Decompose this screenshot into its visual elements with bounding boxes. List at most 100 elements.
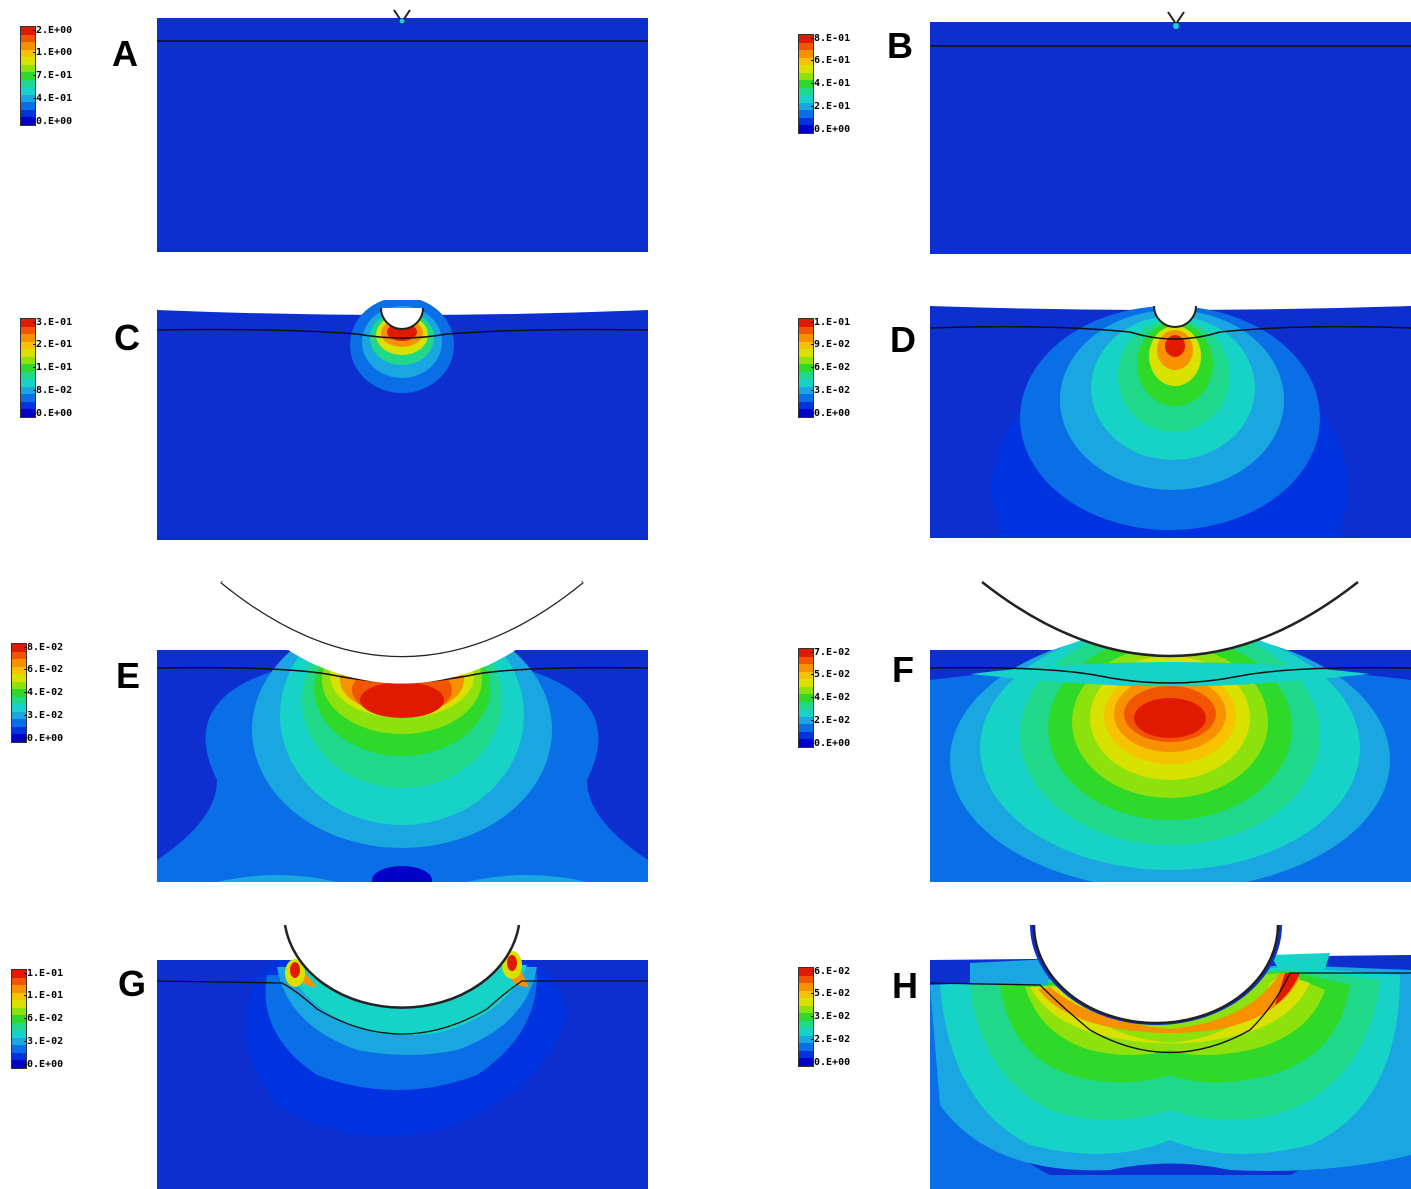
legend-color-band [21,409,35,417]
legend-color-band [12,681,26,690]
legend-color-band [21,72,35,80]
legend-color-band [12,1045,26,1053]
legend-color-band [799,998,813,1006]
panel-label-d: D [890,319,916,360]
legend-color-band [799,1028,813,1036]
panel-label-a: A [112,33,138,74]
legend-h: 6.E-02 5.E-02 3.E-02 2.E-02 0.E+00 [798,967,878,1068]
legend-color-band [799,42,813,51]
legend-tick: 4.E-02 [810,692,851,703]
legend-tick: 7.E-02 [810,647,851,658]
legend-color-band [799,701,813,710]
legend-color-band [799,731,813,740]
legend-color-band [21,386,35,395]
legend-color-band [12,1015,26,1023]
legend-color-band [12,719,26,727]
legend-color-band [21,117,35,125]
legend-tick: 3.E-02 [810,385,851,396]
legend-color-band [799,1050,813,1059]
legend-colorbar [11,643,27,743]
legend-tick: 6.E-02 [23,664,64,675]
legend-color-band [799,671,813,680]
legend-tick: 8.E-02 [23,642,64,653]
legend-color-band [799,649,813,657]
legend-tick: 4.E-02 [23,687,64,698]
legend-color-band [799,1013,813,1021]
legend-color-band [799,709,813,717]
legend-color-band [21,349,35,357]
legend-tick: 5.E-02 [810,669,851,680]
legend-color-band [799,349,813,357]
legend-color-band [799,983,813,991]
contour-plot-h [930,925,1411,1189]
panel-label-g: G [118,963,147,1004]
legend-tick: 3.E-02 [23,1036,64,1047]
legend-tick: 0.E+00 [810,1057,851,1068]
legend-color-band [12,644,26,652]
legend-color-band [21,341,35,350]
legend-color-band [12,689,26,697]
legend-color-band [799,50,813,58]
legend-colorbar [798,967,814,1067]
legend-color-band [21,364,35,372]
legend-color-band [799,394,813,402]
legend-color-band [799,739,813,747]
legend-e: 8.E-02 6.E-02 4.E-02 3.E-02 0.E+00 [11,642,91,744]
legend-g: 1.E-01 1.E-01 6.E-02 3.E-02 0.E+00 [11,969,91,1070]
legend-color-band [799,35,813,43]
legend-color-band [799,664,813,672]
legend-color-band [12,1022,26,1031]
contour-plot-e [157,580,648,882]
legend-color-band [799,371,813,380]
legend-tick: 4.E-01 [32,93,73,104]
legend-tick: 6.E-01 [810,55,851,66]
legend-color-band [21,87,35,95]
legend-color-band [799,364,813,372]
contour-plot-g [157,925,648,1189]
legend-a: 2.E+00 1.E+00 7.E-01 4.E-01 0.E+00 [20,26,100,127]
legend-tick: 1.E-01 [810,317,851,328]
legend-colorbar [20,318,36,418]
legend-tick: 0.E+00 [810,408,851,419]
legend-tick: 0.E+00 [810,738,851,749]
legend-colorbar [798,34,814,134]
legend-d: 1.E-01 9.E-02 6.E-02 3.E-02 0.E+00 [798,317,878,419]
legend-color-band [799,716,813,725]
legend-color-band [799,1005,813,1014]
legend-color-band [12,674,26,682]
legend-color-band [799,694,813,702]
legend-colorbar [20,26,36,126]
legend-color-band [799,87,813,96]
legend-colorbar [798,648,814,748]
legend-color-band [21,394,35,402]
legend-color-band [12,1030,26,1038]
legend-color-band [799,724,813,732]
legend-tick: 0.E+00 [23,1059,64,1070]
legend-color-band [12,1007,26,1016]
legend-color-band [799,1043,813,1051]
legend-color-band [799,110,813,118]
panel-label-e: E [116,655,141,696]
legend-color-band [12,651,26,660]
legend-color-band [799,401,813,410]
legend-tick: 1.E+00 [32,47,73,58]
legend-color-band [799,319,813,327]
legend-color-band [799,1020,813,1029]
legend-color-band [21,326,35,335]
legend-color-band [799,341,813,350]
legend-color-band [21,79,35,88]
contour-plot-a [157,9,648,252]
legend-color-band [799,409,813,417]
legend-tick: 3.E-02 [810,1011,851,1022]
legend-color-band [21,57,35,65]
contour-plot-c [157,300,648,540]
legend-color-band [799,968,813,976]
legend-color-band [21,49,35,58]
legend-color-band [799,80,813,88]
legend-color-band [799,72,813,81]
legend-color-band [799,334,813,342]
legend-color-band [799,65,813,73]
legend-tick: 8.E-02 [32,385,73,396]
legend-tick: 0.E+00 [810,124,851,135]
legend-color-band [799,686,813,695]
